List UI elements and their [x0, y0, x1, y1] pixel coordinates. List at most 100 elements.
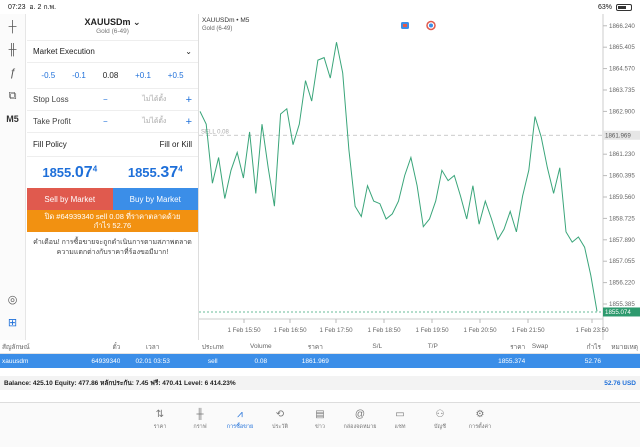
- stop-loss-plus-button[interactable]: +: [185, 93, 192, 106]
- column-header: หมายเหตุ: [611, 343, 638, 351]
- chart-desc-label: Gold (6-49): [202, 26, 232, 32]
- close-position-line2: กำไร 52.76: [93, 221, 132, 230]
- take-profit-plus-button[interactable]: +: [185, 115, 192, 128]
- x-tick-label: 1 Feb 21:50: [511, 327, 545, 334]
- x-tick-label: 1 Feb 18:50: [367, 327, 401, 334]
- column-header: เวลา: [145, 343, 160, 351]
- history-icon: ⟲: [275, 409, 285, 420]
- stop-loss-label: Stop Loss: [33, 95, 69, 104]
- chevron-down-icon: ⌄: [132, 17, 141, 27]
- column-header: ราคา: [307, 343, 323, 351]
- bottom-tab-bar: ⇅ ราคา ╫ กราฟ ⩘ การซื้อขาย ⟲ ประวัติ ▤ ข่าว @ กล่อง…: [0, 402, 640, 447]
- y-tick-label: 1866.240: [609, 23, 635, 30]
- stop-loss-field[interactable]: ไม่ได้ตั้ง: [142, 96, 167, 103]
- column-header: ราคา: [510, 343, 526, 351]
- battery-icon: [616, 3, 632, 11]
- tab-candles[interactable]: ╫ กราฟ: [180, 403, 220, 447]
- y-tick-label: 1864.570: [609, 66, 635, 73]
- open-price-tag-bg: [603, 130, 640, 140]
- y-tick-label: 1860.395: [609, 173, 635, 180]
- crosshair-icon[interactable]: ┼: [8, 21, 17, 33]
- trade-chart-icon: ⩘: [237, 409, 243, 420]
- volume-minus-01[interactable]: -0.1: [72, 71, 86, 80]
- fill-policy-value: Fill or Kill: [159, 140, 192, 149]
- positions-header: สัญลักษณ์ ตั๋ว เวลา ประเภท Volume ราคา S/L T/P ร…: [0, 340, 640, 354]
- table-cell: 0.08: [254, 357, 268, 365]
- battery-percent: 63%: [597, 3, 612, 11]
- x-tick-label: 1 Feb 17:50: [319, 327, 353, 334]
- chart-symbol-label: XAUUSDm • M5: [202, 17, 250, 24]
- tab-chat[interactable]: ▭ แชท: [380, 403, 420, 447]
- y-tick-label: 1859.560: [609, 194, 635, 201]
- balance-bar: Balance: 425.10 Equity: 477.86 หลักประกั…: [0, 376, 640, 390]
- one-click-buy-icon: [426, 20, 436, 31]
- volume-value[interactable]: 0.08: [102, 71, 119, 80]
- volume-plus-05[interactable]: +0.5: [167, 71, 184, 80]
- tab-gear[interactable]: ⚙ การตั้งค่า: [460, 403, 500, 447]
- tab-label: การซื้อขาย: [226, 424, 254, 430]
- x-tick-label: 1 Feb 23:50: [575, 327, 609, 334]
- tab-mailbox[interactable]: @ กล่องจดหมาย: [340, 403, 380, 447]
- function-icon[interactable]: ƒ: [9, 67, 16, 79]
- symbol-description: Gold (6-49): [96, 28, 129, 35]
- table-cell: xauusdm: [2, 357, 29, 365]
- tab-news[interactable]: ▤ ข่าว: [300, 403, 340, 447]
- y-tick-label: 1858.725: [609, 215, 635, 222]
- mailbox-icon: @: [354, 409, 366, 420]
- open-price-tag: 1861.969: [605, 132, 631, 139]
- execution-label: Market Execution: [33, 47, 95, 56]
- x-tick-label: 1 Feb 15:50: [227, 327, 261, 334]
- close-position-line1: ปิด #64939340 sell 0.08 ที่ราคาตลาดด้วย: [44, 212, 181, 221]
- symbol-name: XAUUSDm: [84, 17, 131, 27]
- volume-stepper: -0.5 -0.1 0.08 +0.1 +0.5: [27, 62, 198, 88]
- one-click-trade-icons: [401, 20, 436, 31]
- y-tick-label: 1857.055: [609, 258, 635, 265]
- gear-icon: ⚙: [475, 409, 485, 420]
- stop-loss-minus-button[interactable]: −: [103, 95, 108, 104]
- tab-label: กล่องจดหมาย: [343, 424, 377, 430]
- tab-label: การตั้งค่า: [468, 424, 492, 430]
- tab-updown-arrows[interactable]: ⇅ ราคา: [140, 403, 180, 447]
- chat-icon: ▭: [395, 409, 405, 420]
- volume-minus-05[interactable]: -0.5: [41, 71, 56, 80]
- timeframe-button[interactable]: M5: [6, 114, 19, 124]
- symbol-header[interactable]: XAUUSDm ⌄ Gold (6-49): [27, 14, 198, 40]
- tab-account[interactable]: ⚇ บัญชี: [420, 403, 460, 447]
- sell-level-label: SELL 0.08: [201, 129, 229, 135]
- price-display: 1855.074 1855.374: [27, 156, 198, 188]
- one-click-icon[interactable]: ◎: [7, 293, 18, 306]
- column-header: สัญลักษณ์: [2, 343, 30, 351]
- status-time: 07:23: [8, 3, 26, 11]
- fill-policy-row[interactable]: Fill Policy Fill or Kill: [27, 132, 198, 156]
- tab-label: บัญชี: [434, 424, 446, 430]
- tab-label: กราฟ: [193, 424, 207, 430]
- warning-text: คำเตือน! การซื้อขายจะถูกดำเนินการตามสภาพ…: [33, 239, 192, 256]
- x-tick-label: 1 Feb 20:50: [463, 327, 497, 334]
- column-header: ประเภท: [201, 343, 224, 351]
- status-bar: 07:23 อ. 2 ก.พ. 63%: [0, 0, 640, 14]
- chart-svg[interactable]: 1866.240 1865.405 1864.570 1863.735 1862.900…: [199, 14, 640, 340]
- objects-icon[interactable]: ⧉: [8, 89, 17, 102]
- tab-history[interactable]: ⟲ ประวัติ: [260, 403, 300, 447]
- close-position-button[interactable]: ปิด #64939340 sell 0.08 ที่ราคาตลาดด้วย …: [27, 210, 198, 232]
- take-profit-minus-button[interactable]: −: [103, 117, 108, 126]
- column-header: Volume: [249, 343, 272, 350]
- tab-trade-chart[interactable]: ⩘ การซื้อขาย: [220, 403, 260, 447]
- table-cell: 64939340: [91, 357, 121, 365]
- candles-icon[interactable]: ╫: [8, 44, 17, 56]
- account-icon: ⚇: [435, 409, 445, 420]
- positions-table: สัญลักษณ์ ตั๋ว เวลา ประเภท Volume ราคา S/L T/P ร…: [0, 340, 640, 402]
- table-cell: sell: [207, 357, 218, 365]
- column-header: Swap: [531, 343, 549, 350]
- updown-arrows-icon: ⇅: [155, 409, 165, 420]
- tab-label: ข่าว: [315, 424, 325, 430]
- new-order-icon[interactable]: ⊞: [7, 316, 18, 329]
- table-row[interactable]: xauusdm 64939340 02.01 03:53 sell 0.08 1861.9…: [0, 354, 640, 368]
- sell-button[interactable]: Sell by Market: [27, 188, 113, 210]
- current-price-tag: 1855.074: [605, 309, 631, 316]
- price-chart[interactable]: 1866.240 1865.405 1864.570 1863.735 1862.900…: [199, 14, 640, 340]
- volume-plus-01[interactable]: +0.1: [135, 71, 151, 80]
- take-profit-field[interactable]: ไม่ได้ตั้ง: [142, 118, 167, 125]
- buy-button[interactable]: Buy by Market: [112, 188, 198, 210]
- execution-select[interactable]: Market Execution ⌄: [27, 40, 198, 62]
